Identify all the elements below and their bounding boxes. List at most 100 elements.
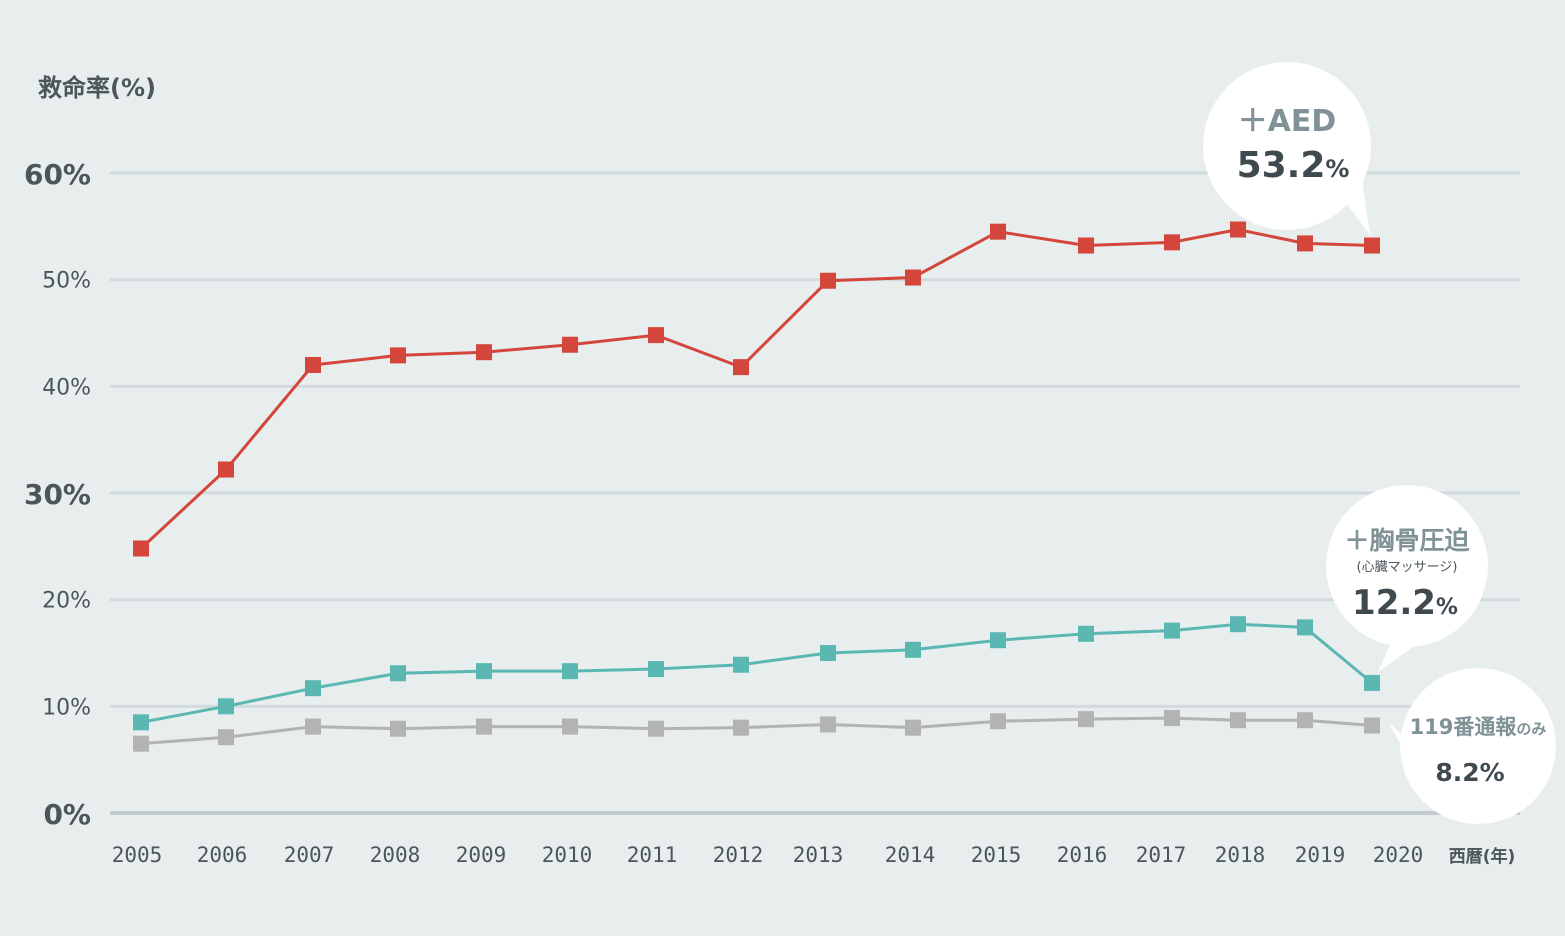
data-point-marker (733, 656, 749, 673)
x-tick-label: 2015 (971, 843, 1022, 867)
series-line (139, 228, 1373, 550)
callout-title: ＋胸骨圧迫 (1344, 526, 1470, 555)
x-tick-label: 2012 (713, 843, 764, 867)
callout-pointer (1378, 640, 1420, 672)
x-tick-label: 2007 (284, 843, 335, 867)
data-point-marker (1230, 616, 1246, 633)
x-tick-label: 2018 (1215, 843, 1266, 867)
x-tick-label: 2013 (793, 843, 844, 867)
data-point-marker (905, 719, 921, 736)
x-tick-label: 2011 (627, 843, 678, 867)
callout-unit: % (1480, 758, 1505, 787)
data-point-marker (562, 663, 578, 680)
series-lines (133, 221, 1380, 752)
y-tick-label: 30% (24, 478, 91, 511)
y-tick-label: 50% (42, 269, 91, 294)
data-point-marker (648, 327, 664, 344)
x-tick-label: 2005 (112, 843, 163, 867)
data-point-marker (1230, 221, 1246, 238)
callout-bubble (1203, 62, 1371, 230)
y-tick-label: 10% (42, 695, 91, 720)
data-point-marker (820, 645, 836, 661)
x-tick-label: 2014 (885, 843, 936, 867)
data-point-marker (990, 713, 1006, 730)
y-axis-ticks: 0% 10% 20% 30% 40% 50% 60% (24, 158, 91, 831)
y-tick-label: 40% (42, 375, 91, 400)
data-point-marker (133, 714, 149, 731)
data-point-marker (476, 344, 492, 361)
callout-title-suffix: のみ (1516, 720, 1546, 738)
data-point-marker (1297, 712, 1313, 729)
series-chest-compression (133, 616, 1380, 731)
data-point-marker (305, 718, 321, 735)
data-point-marker (820, 272, 836, 289)
x-tick-label: 2019 (1295, 843, 1346, 867)
data-point-marker (390, 720, 406, 737)
data-point-marker (133, 735, 149, 752)
data-point-marker (1078, 711, 1094, 728)
data-point-marker (648, 661, 664, 677)
data-point-marker (648, 720, 664, 737)
data-point-marker (305, 357, 321, 373)
data-point-marker (1164, 234, 1180, 251)
data-point-marker (133, 540, 149, 557)
y-tick-label: 60% (24, 158, 91, 191)
y-axis-title: 救命率(%) (38, 74, 156, 102)
x-tick-label: 2008 (370, 843, 421, 867)
x-tick-label: 2006 (197, 843, 248, 867)
data-point-marker (390, 665, 406, 682)
callout-chest-compression: ＋胸骨圧迫 (心臓マッサージ) 12.2% (1326, 485, 1488, 672)
x-tick-label: 2017 (1136, 843, 1187, 867)
callout-subtitle: (心臓マッサージ) (1357, 560, 1458, 575)
data-point-marker (390, 347, 406, 364)
x-tick-label: 2010 (542, 843, 593, 867)
callout-pointer (1388, 722, 1410, 760)
callout-unit: % (1325, 155, 1349, 183)
data-point-marker (218, 461, 234, 478)
data-point-marker (733, 359, 749, 376)
callout-value: 8.2% (1435, 758, 1504, 787)
series-aed (133, 221, 1380, 557)
series-call-119-only (133, 710, 1380, 752)
callout-bubble (1400, 668, 1556, 824)
data-point-marker (1364, 237, 1380, 254)
x-tick-label: 2016 (1057, 843, 1108, 867)
data-point-marker (562, 718, 578, 735)
data-point-marker (218, 698, 234, 715)
callout-unit: % (1436, 595, 1458, 620)
callout-title: ＋AED (1238, 104, 1337, 139)
callout-value: 12.2% (1352, 583, 1458, 623)
data-point-marker (1230, 712, 1246, 729)
callout-pointer (1340, 180, 1370, 235)
data-point-marker (1297, 619, 1313, 636)
data-point-marker (1164, 622, 1180, 639)
data-point-marker (820, 716, 836, 733)
data-point-marker (1364, 674, 1380, 691)
data-point-marker (305, 680, 321, 697)
data-point-marker (1078, 237, 1094, 254)
series-line (140, 716, 1373, 746)
data-point-marker (733, 719, 749, 736)
y-tick-label: 0% (43, 798, 91, 831)
data-point-marker (990, 223, 1006, 240)
data-point-marker (562, 336, 578, 353)
x-axis-title: 西暦(年) (1449, 846, 1516, 867)
data-point-marker (1078, 625, 1094, 642)
x-axis-ticks: 2005 2006 2007 2008 2009 2010 2011 2012 2013 2014… (112, 843, 1424, 867)
data-point-marker (990, 632, 1006, 649)
x-tick-label: 2020 (1373, 843, 1424, 867)
data-point-marker (905, 269, 921, 286)
x-tick-label: 2009 (456, 843, 507, 867)
data-point-marker (476, 663, 492, 680)
data-point-marker (1364, 717, 1380, 734)
data-point-marker (1164, 710, 1180, 727)
callout-bubble (1326, 485, 1488, 647)
y-tick-label: 20% (42, 589, 91, 614)
data-point-marker (476, 718, 492, 735)
series-line (140, 622, 1373, 724)
